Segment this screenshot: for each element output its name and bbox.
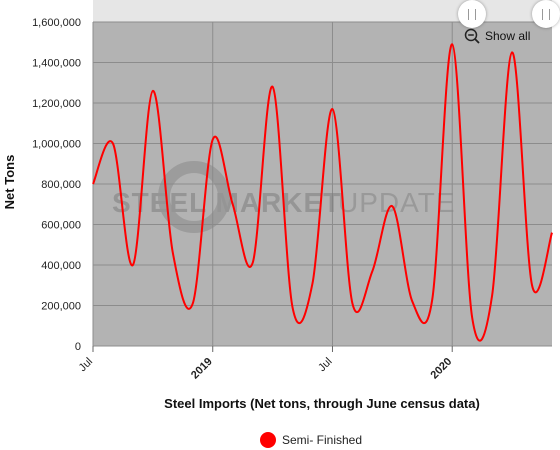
x-axis-ticks: Jul 2019 Jul 2020 [77,346,455,382]
data-point [130,263,135,268]
watermark-text-bold: STEEL MARKET [112,187,341,218]
series-line-semi-finished [92,43,553,342]
zoom-out-icon [464,28,480,44]
data-point [170,250,175,255]
legend-label-semi-finished[interactable]: Semi- Finished [282,433,362,447]
data-point [410,299,415,304]
data-point [150,88,155,93]
data-point [370,269,375,274]
data-point [490,293,495,298]
data-point [530,283,535,288]
data-point [550,230,555,235]
y-tick-label: 600,000 [41,220,81,232]
data-point [91,182,96,187]
data-point [430,297,435,302]
data-point [330,107,335,112]
data-point [450,42,455,47]
drag-handle-icon [542,8,550,20]
data-point [230,202,235,207]
data-point [510,50,515,55]
x-axis-title: Steel Imports (Net tons, through June ce… [164,396,480,411]
legend-marker-semi-finished [260,432,276,448]
data-point [310,281,315,286]
data-point [210,137,215,142]
navigator-strip [93,0,552,22]
y-tick-label: 1,000,000 [32,139,81,151]
y-tick-label: 0 [75,341,81,353]
watermark-logo [158,161,230,233]
show-all-button[interactable]: Show all [464,28,530,44]
data-point [190,301,195,306]
x-tick-label: Jul [77,356,95,374]
y-axis-title: Net Tons [2,155,17,210]
data-point [390,204,395,209]
drag-handle-icon [468,8,476,20]
series-layer [91,42,555,342]
y-tick-label: 1,400,000 [32,58,81,70]
x-tick-label: 2019 [189,356,215,382]
y-tick-label: 200,000 [41,301,81,313]
x-tick-label: 2020 [429,356,455,382]
y-tick-label: 800,000 [41,179,81,191]
data-point [270,84,275,89]
y-tick-label: 400,000 [41,260,81,272]
watermark-text-light: UPDATE [338,187,456,218]
range-handle-left[interactable] [458,0,486,28]
show-all-label: Show all [485,29,531,43]
legend[interactable]: Semi- Finished [260,432,362,448]
y-axis-ticks: 0 200,000 400,000 600,000 800,000 1,000,000 1,… [32,17,81,353]
data-point [290,305,295,310]
y-tick-label: 1,200,000 [32,98,81,110]
x-tick-label: Jul [316,356,334,374]
data-point [350,301,355,306]
data-point [470,315,475,320]
data-point [250,260,255,265]
y-tick-label: 1,600,000 [32,17,81,29]
range-handle-right[interactable] [532,0,560,28]
data-point [110,141,115,146]
watermark: STEEL MARKET UPDATE [112,161,456,233]
